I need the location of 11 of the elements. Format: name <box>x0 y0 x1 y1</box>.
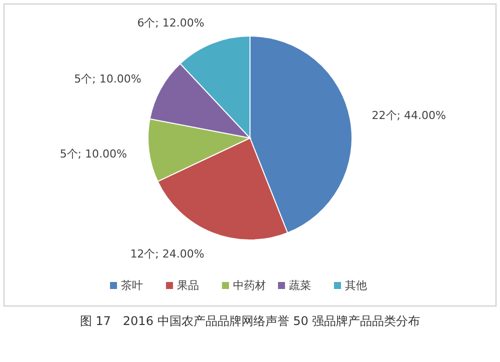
data-label: 5个; 10.00% <box>60 148 127 161</box>
legend-label: 中药材 <box>233 279 266 292</box>
data-label: 6个; 12.00% <box>137 16 204 30</box>
legend-label: 其他 <box>345 279 367 292</box>
legend-label: 蔬菜 <box>289 279 311 292</box>
legend-label: 茶叶 <box>121 279 143 292</box>
data-label: 22个; 44.00% <box>372 108 446 122</box>
legend-label: 果品 <box>177 279 199 292</box>
data-label: 12个; 24.00% <box>130 247 204 260</box>
data-label: 5个; 10.00% <box>74 72 142 86</box>
caption: 图 17 2016 中国农产品品牌网络声誉 50 强品牌产品品类分布 <box>80 314 420 328</box>
